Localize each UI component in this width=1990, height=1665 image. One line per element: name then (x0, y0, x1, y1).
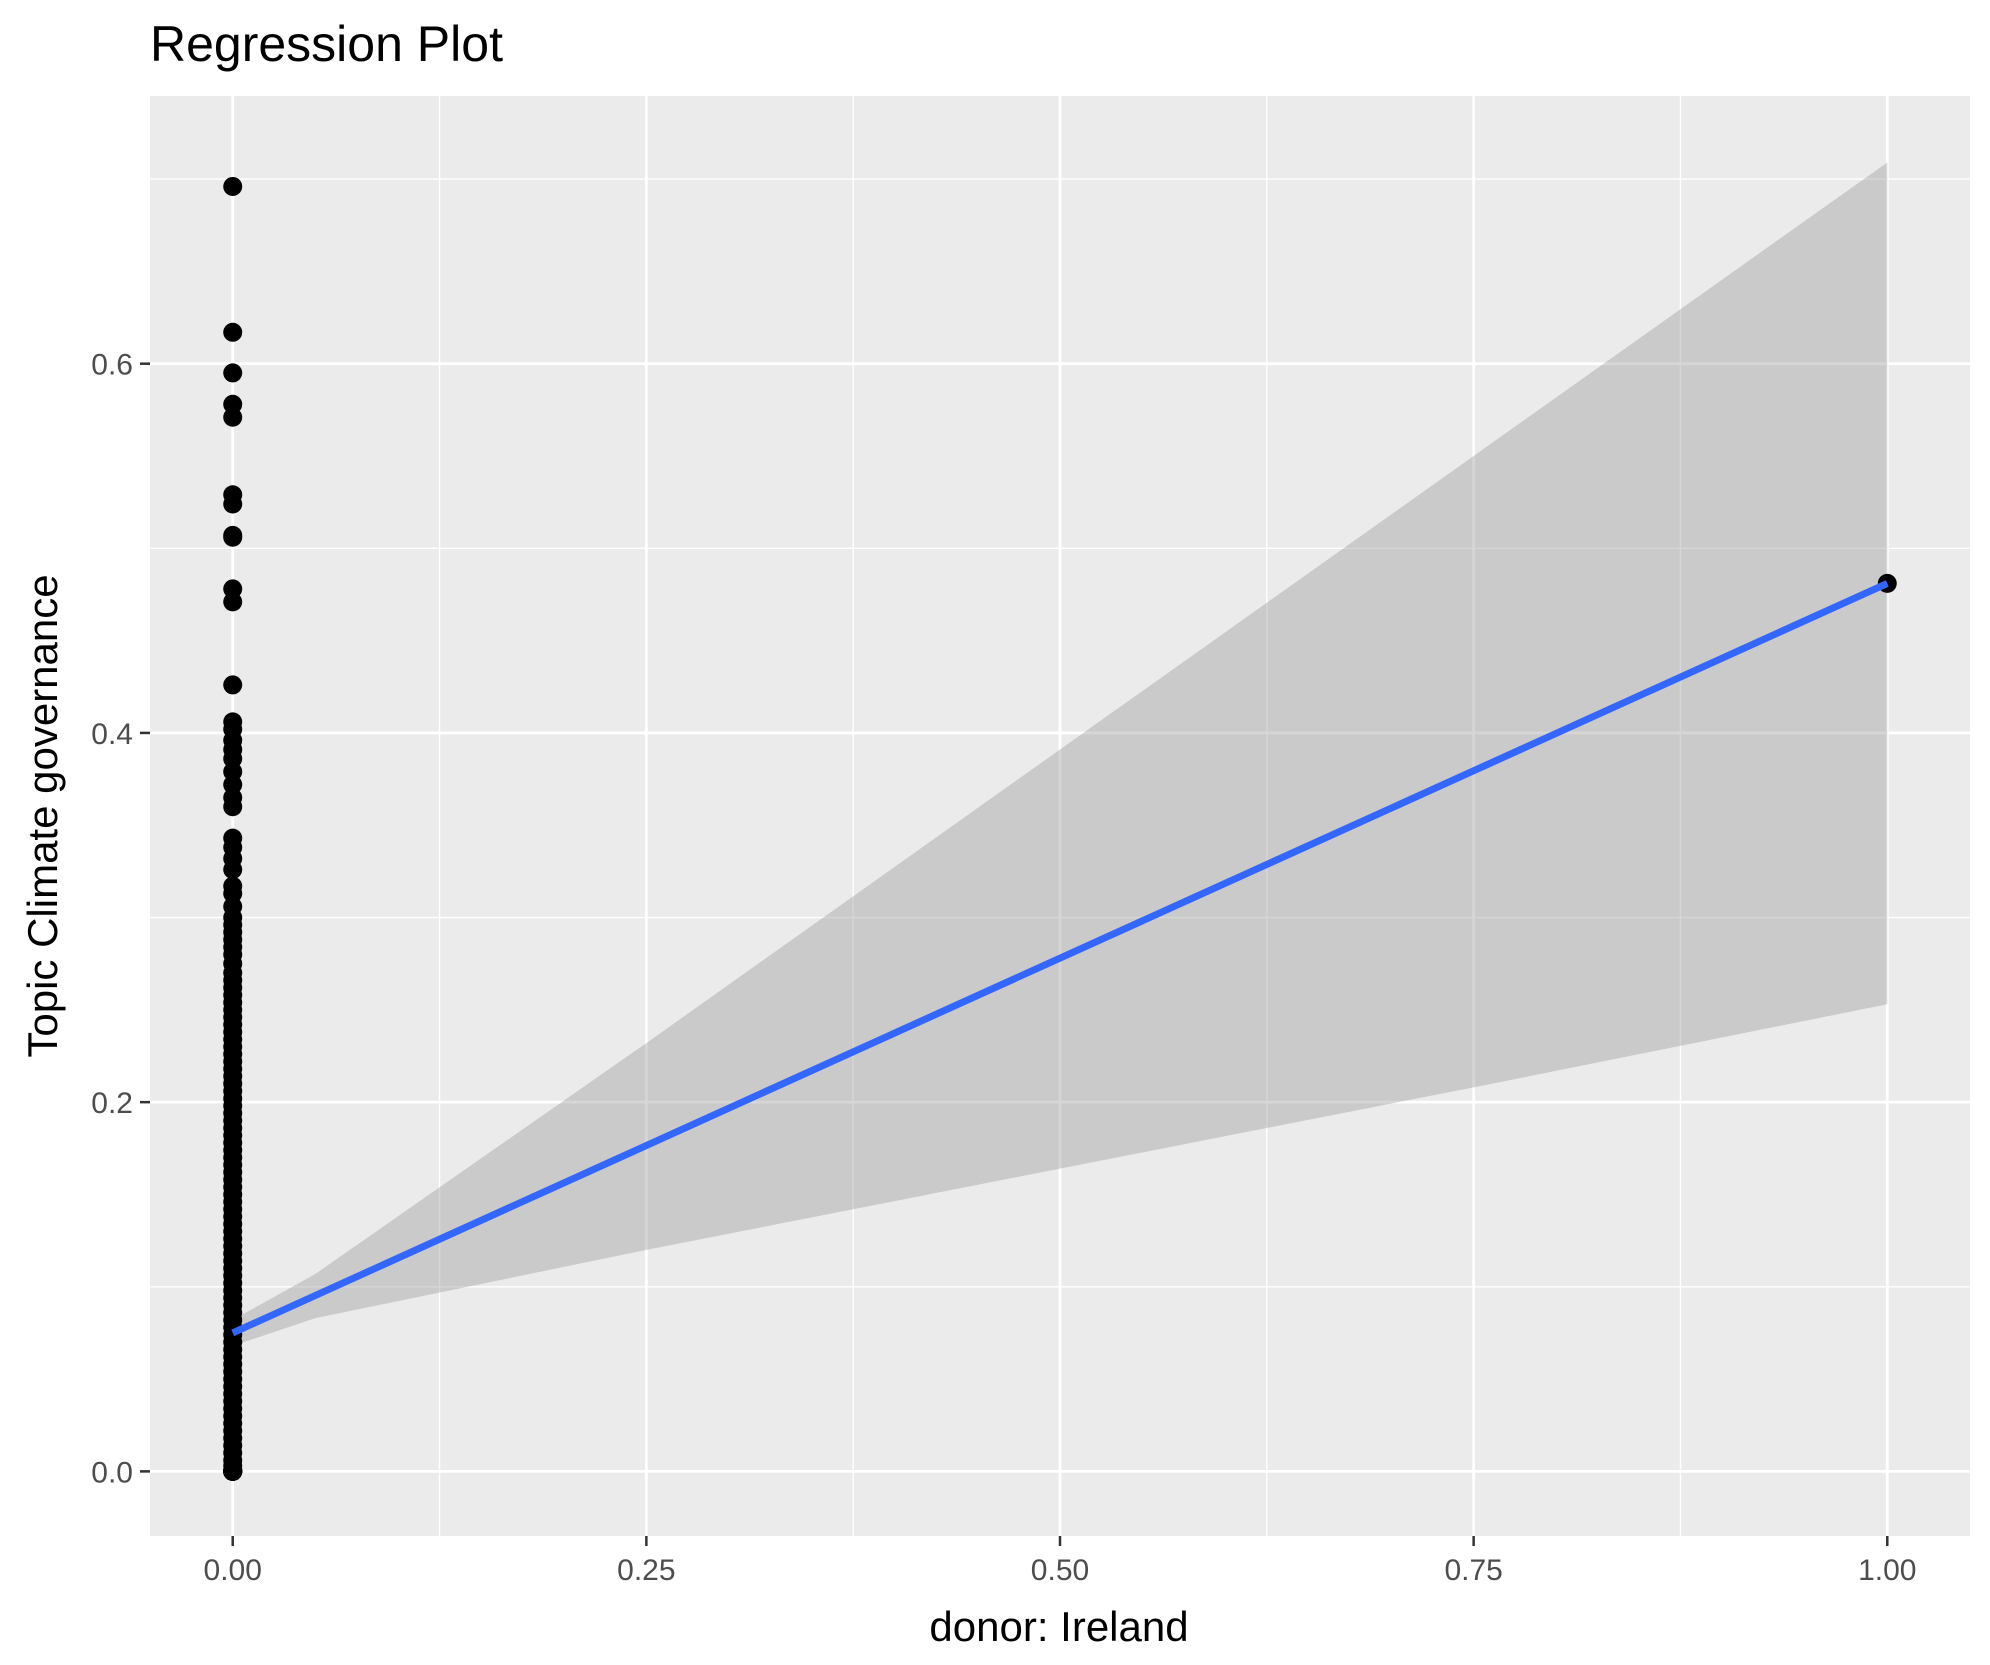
y-tick-label: 0.4 (91, 718, 133, 751)
y-axis-ticks: 0.0 0.2 0.4 0.6 (91, 349, 150, 1489)
confidence-band-layer (232, 162, 1888, 1346)
data-point (223, 176, 243, 196)
x-tick-label: 0.50 (1031, 1554, 1089, 1587)
data-point (223, 527, 243, 547)
data-point (223, 592, 243, 612)
data-point (223, 1461, 243, 1481)
chart-title: Regression Plot (150, 16, 503, 72)
x-tick-label: 0.00 (204, 1554, 262, 1587)
y-tick-label: 0.2 (91, 1087, 133, 1120)
x-axis-ticks: 0.00 0.25 0.50 0.75 1.00 (204, 1536, 1916, 1587)
y-tick-label: 0.6 (91, 349, 133, 382)
data-point (223, 363, 243, 383)
regression-line-layer (231, 580, 1889, 1337)
x-tick-label: 0.75 (1444, 1554, 1502, 1587)
x-tick-label: 0.25 (617, 1554, 675, 1587)
confidence-band (232, 162, 1888, 1346)
scatter-points (223, 176, 1897, 1481)
y-axis-label: Topic Climate governance (19, 574, 66, 1057)
data-point (223, 675, 243, 695)
y-tick-label: 0.0 (91, 1456, 133, 1489)
data-point (223, 407, 243, 427)
data-point (223, 797, 243, 817)
data-point (223, 322, 243, 342)
data-point (223, 494, 243, 514)
data-point (223, 860, 243, 880)
x-axis-label: donor: Ireland (929, 1603, 1188, 1650)
x-tick-label: 1.00 (1858, 1554, 1916, 1587)
regression-line (231, 580, 1889, 1337)
